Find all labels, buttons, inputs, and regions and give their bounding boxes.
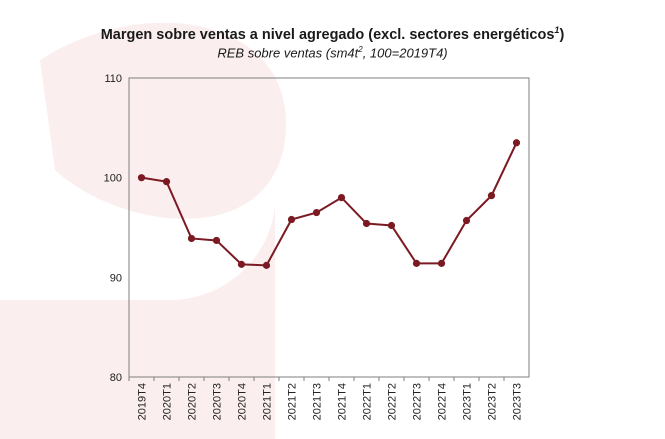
x-tick-label: 2019T4 — [137, 383, 149, 420]
data-point — [487, 192, 496, 200]
data-point — [212, 236, 221, 245]
data-point — [462, 216, 471, 225]
data-point — [512, 139, 521, 147]
y-axis: 80 90 100 110 — [104, 73, 122, 384]
chart-title-footnote: 1 — [554, 25, 560, 35]
watermark-shape-top — [40, 22, 287, 219]
data-point — [387, 221, 396, 230]
chart-title-close: ) — [559, 26, 565, 43]
chart-subtitle: REB sobre ventas (sm4t2, 100=2019T4) — [0, 45, 665, 60]
x-tick-label: 2020T3 — [212, 383, 224, 420]
data-point — [137, 174, 146, 182]
data-point — [187, 234, 196, 243]
chart-title: Margen sobre ventas a nivel agregado (ex… — [0, 25, 665, 43]
x-tick-label: 2022T3 — [412, 383, 424, 420]
x-tick-label: 2020T2 — [187, 383, 199, 420]
plot-frame — [128, 77, 530, 378]
y-tick-label: 110 — [104, 73, 122, 85]
x-tick-label: 2022T1 — [362, 383, 374, 420]
x-tick-label: 2021T2 — [287, 383, 299, 420]
x-tick-label: 2021T4 — [337, 383, 349, 420]
data-point — [237, 260, 246, 268]
series-points — [137, 139, 521, 269]
watermark-shape-bottom — [0, 200, 275, 439]
chart-title-text: Margen sobre ventas a nivel agregado (ex… — [100, 26, 555, 43]
x-axis: 2019T4 2020T1 2020T2 2020T3 2020T4 2021T1 2021… — [128, 377, 524, 420]
y-tick-label: 100 — [104, 173, 122, 185]
chart-subtitle-footnote: 2 — [358, 45, 363, 54]
y-tick-label: 80 — [110, 372, 122, 384]
x-tick-label: 2021T3 — [312, 383, 324, 420]
series-line — [141, 142, 518, 267]
data-point — [337, 194, 346, 202]
data-point — [362, 219, 371, 228]
x-tick-label: 2023T1 — [462, 383, 474, 420]
data-point — [162, 178, 171, 186]
x-tick-label: 2023T2 — [487, 383, 499, 420]
data-point — [262, 261, 271, 269]
data-point — [312, 208, 321, 217]
data-point — [287, 215, 296, 224]
data-point — [437, 259, 446, 267]
x-tick-label: 2022T2 — [387, 383, 399, 420]
x-tick-label: 2022T4 — [437, 383, 449, 420]
chart-subtitle-pre: REB sobre ventas (sm4t — [217, 45, 359, 61]
data-point — [412, 259, 421, 267]
x-tick-label: 2023T3 — [512, 383, 524, 420]
x-tick-label: 2020T4 — [237, 383, 249, 420]
chart-subtitle-post: , 100=2019T4) — [362, 45, 448, 61]
y-tick-label: 90 — [110, 272, 122, 284]
x-tick-label: 2021T1 — [262, 383, 274, 420]
x-tick-label: 2020T1 — [162, 383, 174, 420]
